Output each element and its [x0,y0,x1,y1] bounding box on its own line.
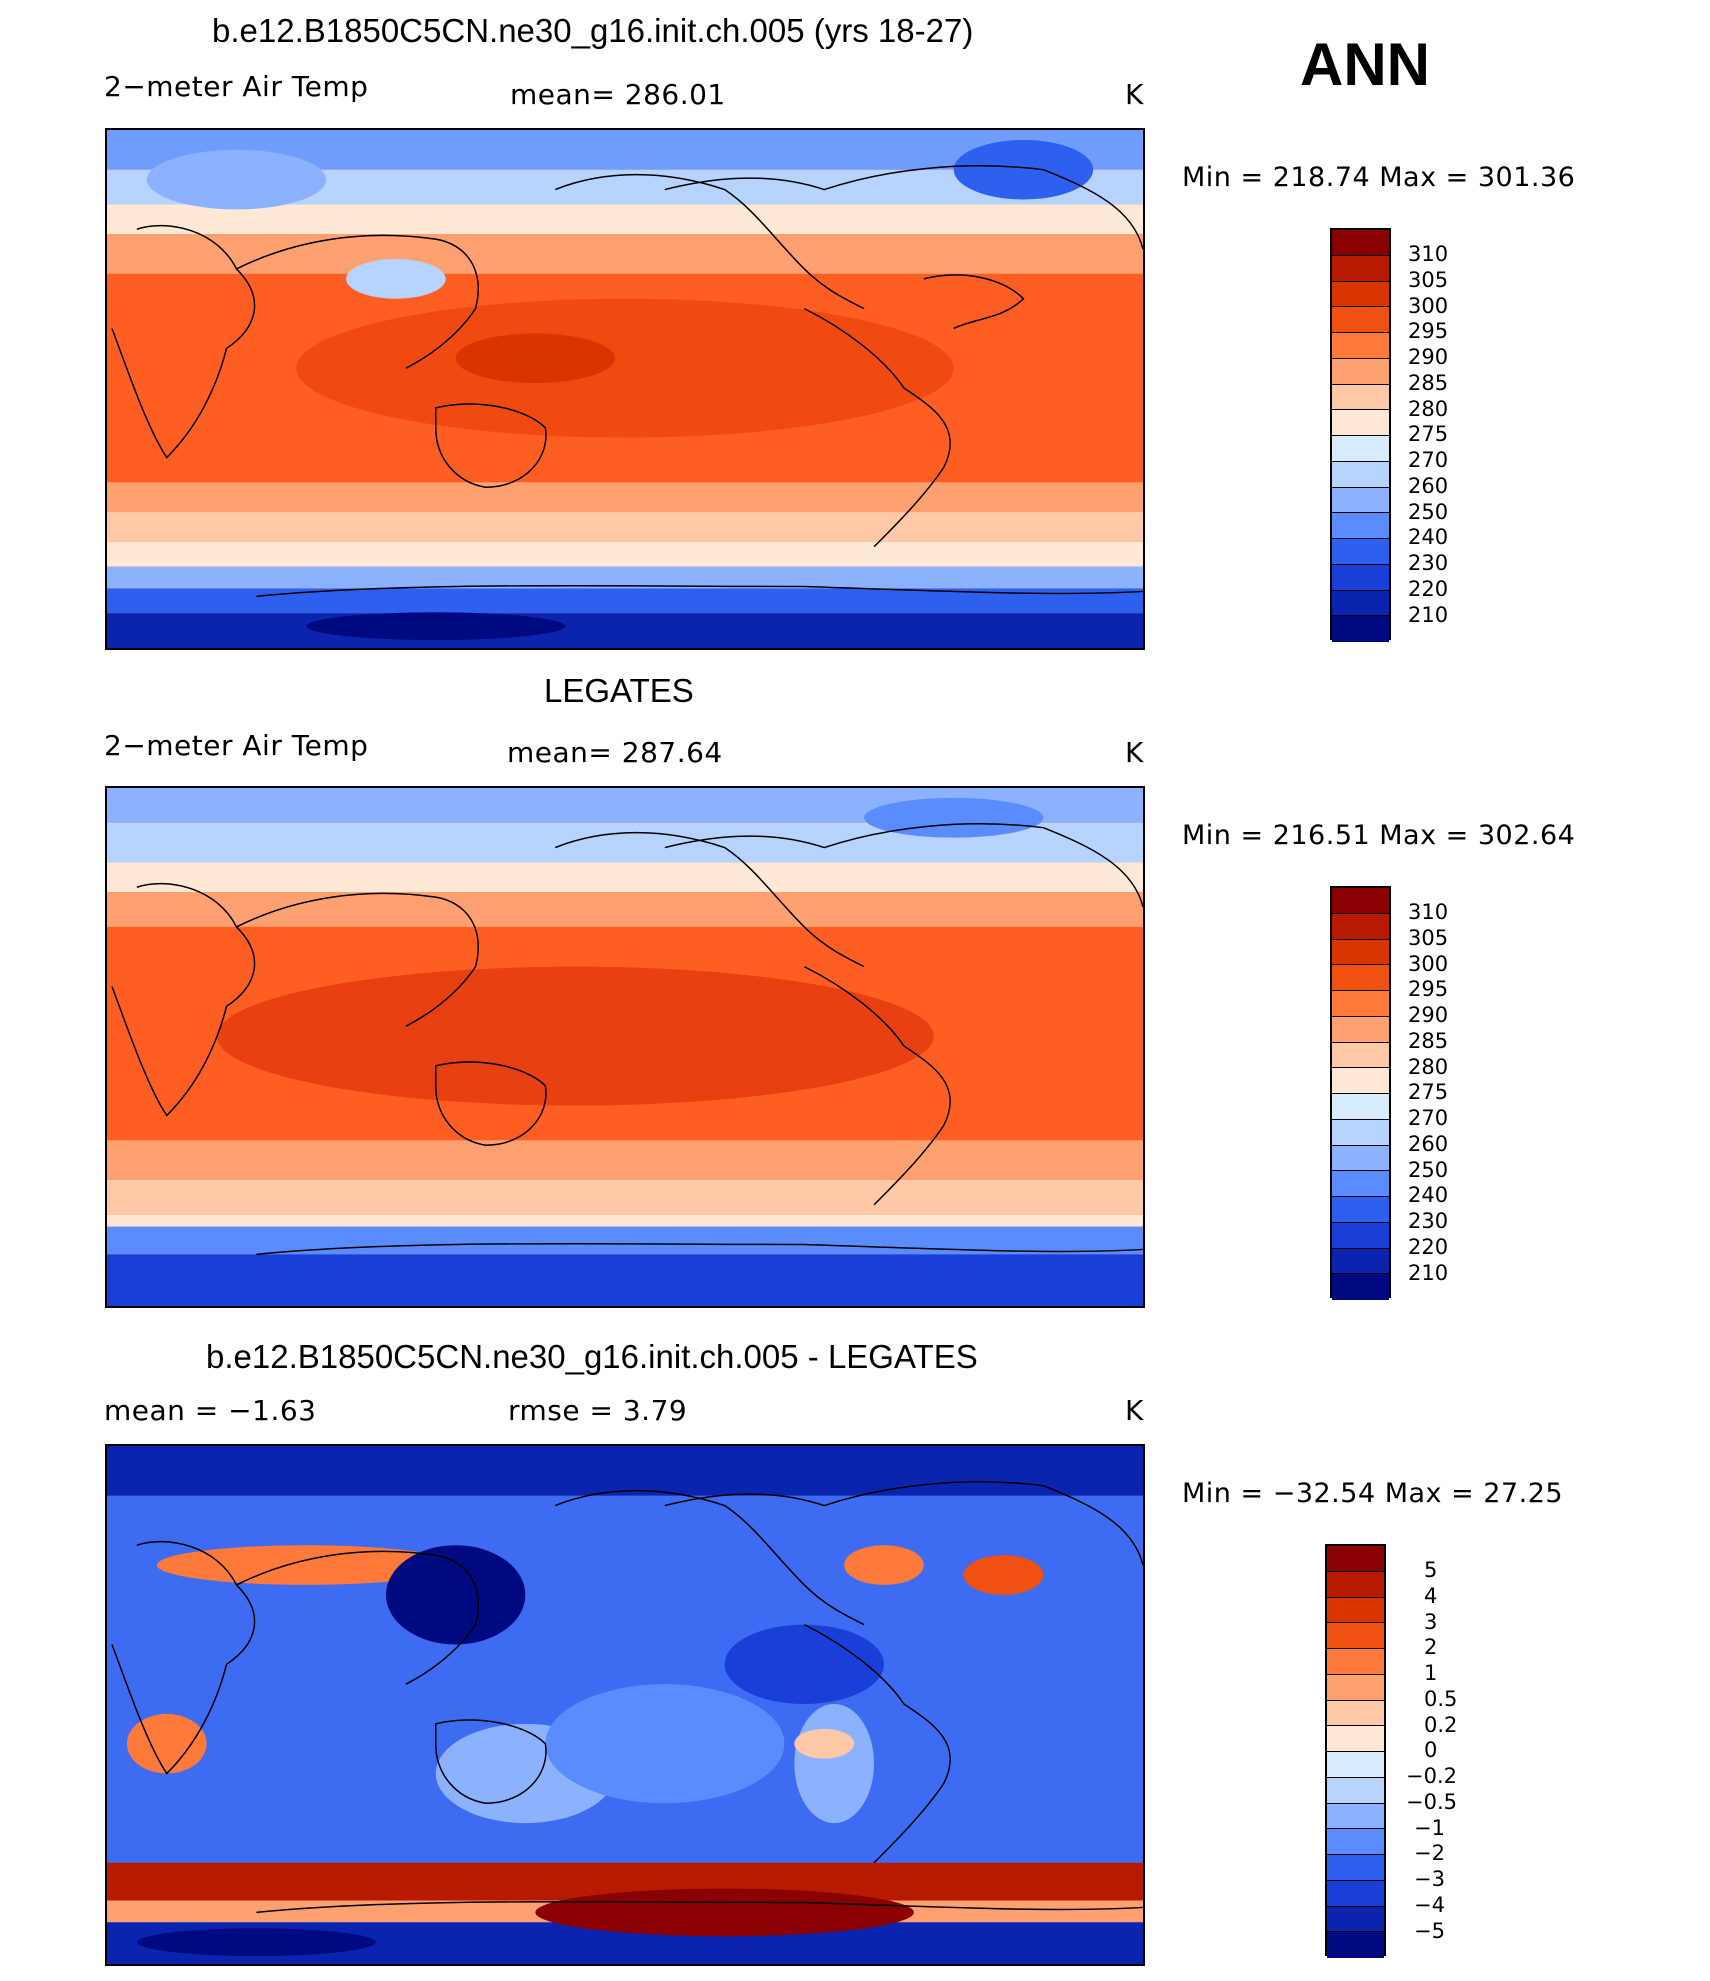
panel1-cbar-label: 260 [1408,473,1449,498]
panel1-cbar-label: 220 [1408,576,1449,601]
panel1-cbar-label: 270 [1408,448,1449,472]
panel1-cbar-label: 285 [1408,370,1449,395]
panel3-mean-label: mean = −1.63 [104,1394,317,1427]
panel3-cbar-label: 1 [1424,1661,1438,1685]
panel2-cbar-label: 210 [1408,1260,1449,1285]
panel3-cbar-label: 3 [1424,1609,1438,1634]
panel3-title: b.e12.B1850C5CN.ne30_g16.init.ch.005 - L… [206,1338,978,1375]
panel2-cbar-label: 310 [1408,900,1449,924]
panel1-cbar-label: 295 [1408,319,1449,344]
panel2-cbar-label: 270 [1408,1106,1449,1130]
panel3-cbar-label: 2 [1424,1635,1438,1660]
panel2-units-label: K [1125,736,1144,769]
panel1-units-label: K [1125,78,1144,111]
panel3-cbar-label: 5 [1424,1558,1438,1582]
panel2-map [105,786,1145,1308]
panel1-cbar-label: 275 [1408,422,1449,447]
season-label: ANN [1300,31,1430,98]
panel3-units-label: K [1125,1394,1144,1427]
panel3-cbar-label: −2 [1414,1841,1445,1866]
panel3-cbar-label: −3 [1414,1867,1445,1891]
panel2-cbar-label: 230 [1408,1209,1449,1233]
panel2-minmax: Min = 216.51 Max = 302.64 [1182,820,1576,851]
panel1-map [105,128,1145,650]
panel2-colorbar [1330,886,1391,1300]
panel2-cbar-label: 295 [1408,977,1449,1002]
panel3-cbar-label: −0.5 [1406,1789,1457,1814]
panel1-cbar-label: 300 [1408,293,1449,318]
panel3-cbar-label: −1 [1414,1815,1445,1840]
panel1-temperature-field [107,130,1143,648]
panel1-cbar-label: 280 [1408,396,1449,421]
panel1-cbar-label: 305 [1408,267,1449,292]
panel1-cbar-label: 210 [1408,602,1449,627]
panel3-cbar-label: 4 [1424,1583,1438,1608]
panel1-mean-label: mean= 286.01 [510,78,726,111]
panel3-map [105,1444,1145,1966]
panel1-cbar-label: 230 [1408,551,1449,575]
panel1-variable-label: 2−meter Air Temp [104,70,369,103]
panel2-cbar-label: 260 [1408,1131,1449,1156]
panel2-title: LEGATES [544,672,694,709]
panel3-difference-field [107,1446,1143,1964]
panel1-cbar-label: 310 [1408,242,1449,266]
panel1-cbar-label: 250 [1408,499,1449,524]
panel2-cbar-label: 280 [1408,1054,1449,1079]
panel2-cbar-label: 240 [1408,1183,1449,1208]
panel2-cbar-label: 275 [1408,1080,1449,1105]
panel2-mean-label: mean= 287.64 [507,736,723,769]
panel1-cbar-label: 290 [1408,345,1449,369]
panel2-cbar-label: 250 [1408,1157,1449,1182]
panel2-cbar-label: 290 [1408,1003,1449,1027]
panel3-cbar-label: −4 [1414,1892,1445,1917]
panel2-cbar-label: 305 [1408,925,1449,950]
panel3-cbar-label: −0.2 [1406,1764,1457,1788]
panel3-minmax: Min = −32.54 Max = 27.25 [1182,1478,1564,1509]
panel2-temperature-field [107,788,1143,1306]
panel2-cbar-label: 285 [1408,1028,1449,1053]
panel3-cbar-label: 0.2 [1424,1712,1458,1737]
panel1-cbar-label: 240 [1408,525,1449,550]
panel3-rmse-label: rmse = 3.79 [508,1394,688,1427]
panel1-title: b.e12.B1850C5CN.ne30_g16.init.ch.005 (yr… [212,12,974,49]
panel3-cbar-label: 0.5 [1424,1686,1458,1711]
panel2-cbar-label: 220 [1408,1234,1449,1259]
panel1-colorbar [1330,228,1391,642]
panel3-colorbar [1325,1544,1386,1958]
panel2-variable-label: 2−meter Air Temp [104,729,369,762]
panel2-cbar-label: 300 [1408,951,1449,976]
panel3-cbar-label: −5 [1414,1918,1445,1943]
panel1-minmax: Min = 218.74 Max = 301.36 [1182,162,1576,193]
panel3-cbar-label: 0 [1424,1738,1438,1763]
